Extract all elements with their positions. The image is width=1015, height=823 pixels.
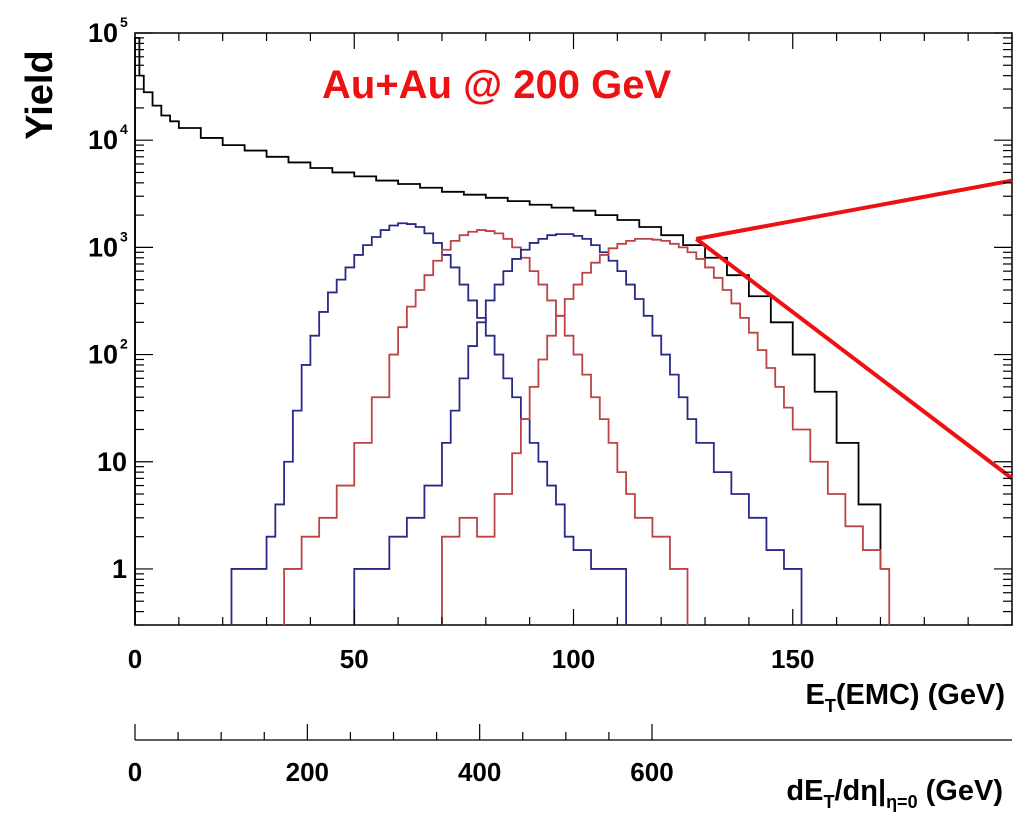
series-line-0 [134,37,882,625]
annotation-layer [695,178,1014,480]
series-line-1 [230,222,628,625]
x-axis-ticks: 0 50 100 150 [128,33,1013,674]
y-axis-label: Yield [19,50,61,139]
secondary-x-axis: 0 200 400 600 [128,724,1012,787]
y-tick-exponent: 4 [120,121,128,137]
x2-label-b: /dη| [834,775,886,807]
y-tick-exponent: 3 [120,228,128,244]
y-tick-label: 10 [88,232,118,262]
y-tick-exponent: 2 [120,336,128,352]
annotation-line-0 [695,178,1013,241]
x-axis-label-prefix: E [805,679,824,711]
chart-title: Au+Au @ 200 GeV [322,63,671,107]
x2-axis-label: dET/dη|η=0 (GeV) [786,775,1003,812]
y-tick-exponent: 5 [120,14,128,30]
x-tick-label: 0 [128,644,142,674]
annotation-line-1 [695,237,1014,480]
series-line-2 [283,229,689,625]
y-tick-label: 10 [88,340,118,370]
x2-tick-label: 400 [458,757,501,787]
x2-label-c: (GeV) [918,775,1003,807]
x-axis-label-sub: T [825,696,836,716]
x2-label-a-sub: T [823,792,834,812]
x-axis-label-text: (EMC) (GeV) [836,679,1005,711]
y-tick-label: 10 [88,125,118,155]
y-tick-label: 1 [112,554,127,584]
x2-label-a: dE [786,775,823,807]
x-tick-label: 150 [771,644,814,674]
series-line-3 [353,233,803,625]
x-axis-label: ET(EMC) (GeV) [805,679,1005,716]
series-layer [134,37,891,625]
x2-tick-label: 200 [286,757,329,787]
x-tick-label: 100 [552,644,595,674]
y-tick-label: 10 [97,447,127,477]
y-tick-label: 10 [88,18,118,48]
x2-tick-label: 0 [128,757,142,787]
x-tick-label: 50 [340,644,369,674]
x2-label-b-sub: η=0 [886,792,918,812]
x2-tick-label: 600 [630,757,673,787]
series-line-4 [441,237,891,625]
